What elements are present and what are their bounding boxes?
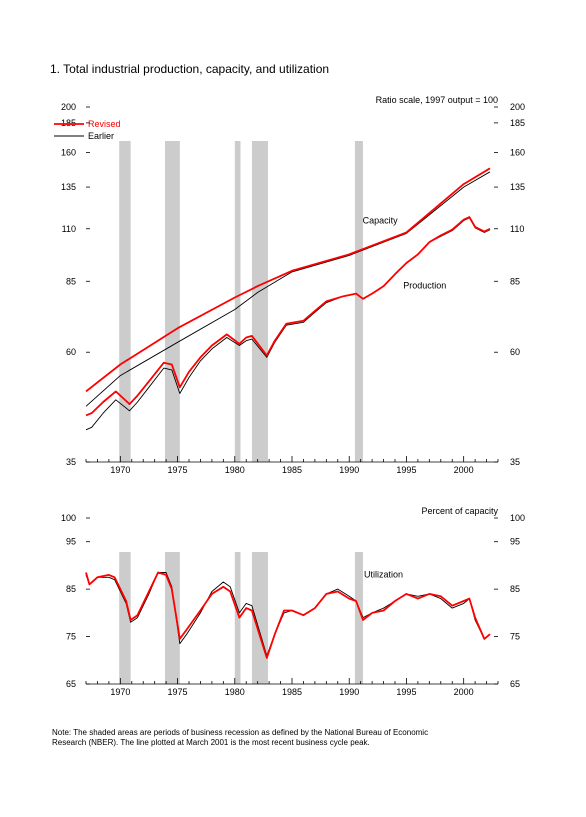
legend-label: Revised — [88, 119, 121, 129]
y-tick-label-left: 100 — [61, 513, 76, 523]
y-tick-label-right: 135 — [510, 182, 525, 192]
recession-band — [164, 141, 180, 462]
legend-label: Earlier — [88, 131, 114, 141]
y-tick-label-left: 200 — [61, 102, 76, 112]
recession-band — [119, 552, 131, 684]
x-tick-label: 1990 — [339, 465, 359, 475]
recession-band — [251, 141, 268, 462]
y-tick-label-left: 95 — [66, 537, 76, 547]
note-line-2: Research (NBER). The line plotted at Mar… — [52, 738, 370, 747]
x-tick-label: 1990 — [339, 687, 359, 697]
y-tick-label-right: 185 — [510, 118, 525, 128]
y-tick-label-left: 60 — [66, 347, 76, 357]
x-tick-label: 1980 — [225, 465, 245, 475]
series-line-production-revised — [85, 216, 491, 417]
recession-band — [234, 141, 241, 462]
y-tick-label-right: 35 — [510, 457, 520, 467]
series-annotation: Capacity — [363, 215, 399, 225]
series-line-utilization-earlier — [85, 572, 491, 656]
scale-note: Ratio scale, 1997 output = 100 — [376, 95, 498, 105]
y-tick-label-left: 110 — [62, 224, 76, 234]
chart-panel-2: 65 65 75 75 85 85 95 95 100 100 1970 1975 1980 1985 19… — [61, 506, 525, 697]
chart-panel-1: 35 35 60 60 85 85 110 110 135 135 160 160 185 185 200 2… — [54, 95, 525, 475]
y-tick-label-right: 100 — [510, 513, 525, 523]
y-tick-label-right: 65 — [510, 679, 520, 689]
recession-band — [164, 552, 180, 684]
y-tick-label-left: 160 — [61, 147, 76, 157]
series-annotation: Production — [403, 281, 446, 291]
y-tick-label-right: 200 — [510, 102, 525, 112]
y-tick-label-left: 65 — [66, 679, 76, 689]
y-tick-label-left: 75 — [66, 632, 76, 642]
x-tick-label: 2000 — [454, 465, 474, 475]
series-line-utilization-revised — [85, 571, 491, 659]
x-tick-label: 1975 — [168, 465, 188, 475]
y-tick-label-right: 85 — [510, 276, 520, 286]
y-tick-label-left: 135 — [61, 182, 76, 192]
series-line-capacity-revised — [85, 167, 491, 393]
x-tick-label: 1970 — [110, 465, 130, 475]
y-tick-label-right: 75 — [510, 632, 520, 642]
chart-note: Note: The shaded areas are periods of bu… — [52, 728, 532, 748]
x-tick-label: 1985 — [282, 465, 302, 475]
recession-band — [354, 141, 363, 462]
x-tick-label: 1995 — [396, 465, 416, 475]
page-title: 1. Total industrial production, capacity… — [50, 62, 330, 76]
y-tick-label-right: 60 — [510, 347, 520, 357]
series-annotation: Utilization — [364, 569, 403, 579]
x-tick-label: 1995 — [396, 687, 416, 697]
x-tick-label: 2000 — [454, 687, 474, 697]
x-tick-label: 1980 — [225, 687, 245, 697]
y-tick-label-right: 95 — [510, 537, 520, 547]
y-tick-label-right: 85 — [510, 584, 520, 594]
y-tick-label-left: 185 — [61, 118, 76, 128]
x-tick-label: 1985 — [282, 687, 302, 697]
y-tick-label-left: 35 — [66, 457, 76, 467]
y-tick-label-right: 160 — [510, 147, 525, 157]
y-tick-label-left: 85 — [66, 276, 76, 286]
scale-note: Percent of capacity — [421, 506, 498, 516]
series-line-capacity-earlier — [85, 171, 491, 407]
note-line-1: Note: The shaded areas are periods of bu… — [52, 728, 429, 737]
recession-band — [119, 141, 131, 462]
recession-band — [354, 552, 363, 684]
x-tick-label: 1975 — [168, 687, 188, 697]
y-tick-label-right: 110 — [510, 224, 524, 234]
x-tick-label: 1970 — [110, 687, 130, 697]
recession-band — [234, 552, 241, 684]
y-tick-label-left: 85 — [66, 584, 76, 594]
